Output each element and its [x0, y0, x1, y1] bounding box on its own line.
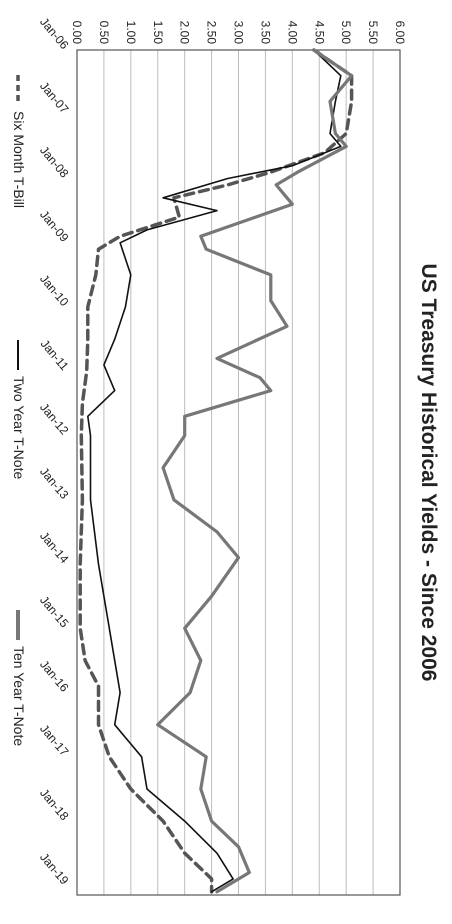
plot-border [76, 49, 401, 896]
y-tick-label: 3.50 [258, 21, 272, 45]
y-tick-label: 0.50 [97, 21, 111, 45]
x-tick-label: Jan-12 [37, 400, 72, 437]
y-tick-label: 6.00 [393, 21, 407, 45]
y-tick-label: 3.00 [232, 21, 246, 45]
x-tick-label: Jan-11 [38, 337, 72, 374]
y-tick-label: 1.00 [124, 21, 138, 45]
x-tick-label: Jan-06 [37, 15, 72, 52]
x-tick-label: Jan-13 [37, 465, 72, 502]
y-tick-label: 5.00 [339, 21, 353, 45]
series-line-2 [156, 48, 354, 894]
series-line-1 [86, 49, 342, 893]
x-tick-label: Jan-17 [37, 722, 72, 759]
y-tick-label: 4.00 [285, 21, 299, 45]
x-tick-label: Jan-08 [37, 143, 72, 180]
y-tick-label: 5.50 [366, 21, 380, 45]
x-tick-label: Jan-09 [37, 208, 72, 245]
x-tick-label: Jan-14 [37, 529, 72, 566]
y-tick-label: 1.50 [151, 21, 165, 45]
x-tick-label: Jan-16 [37, 657, 72, 694]
chart-title: US Treasury Historical Yields - Since 20… [417, 264, 440, 682]
legend-label-1: Two Year T-Note [11, 376, 27, 479]
legend-label-0: Six Month T-Bill [11, 111, 27, 208]
x-tick-label: Jan-07 [37, 79, 72, 116]
x-tick-label: Jan-10 [37, 272, 72, 309]
x-tick-label: Jan-19 [37, 850, 72, 887]
legend-label-2: Ten Year T-Note [11, 646, 27, 746]
y-tick-label: 2.50 [205, 21, 219, 45]
series-line-0 [78, 48, 354, 894]
x-tick-label: Jan-18 [37, 786, 72, 823]
y-tick-label: 0.00 [70, 21, 84, 45]
y-tick-label: 4.50 [312, 21, 326, 45]
x-tick-label: Jan-15 [37, 593, 72, 630]
y-tick-label: 2.00 [178, 21, 192, 45]
